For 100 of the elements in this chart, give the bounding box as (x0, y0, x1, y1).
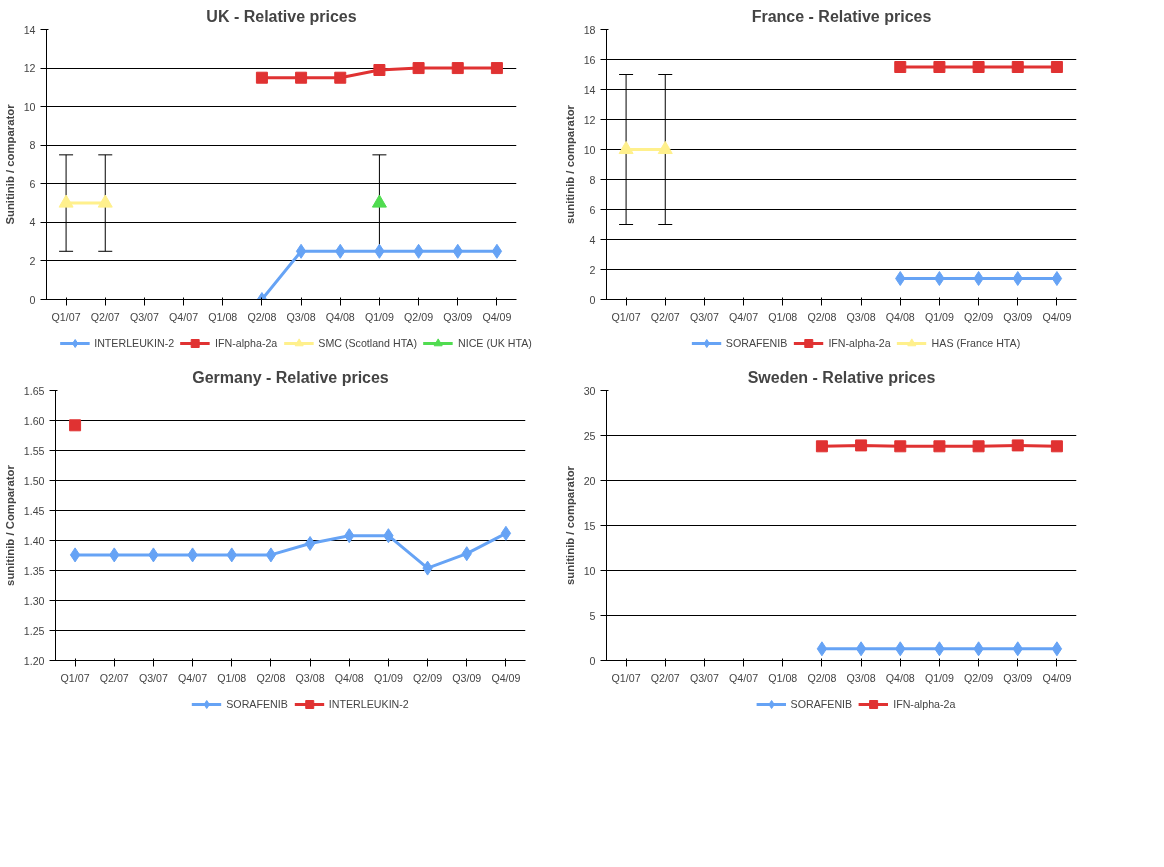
x-tick-label: Q4/07 (729, 310, 759, 323)
x-tick-label: Q3/08 (846, 671, 876, 684)
legend-label: SORAFENIB (725, 337, 788, 349)
point (265, 547, 277, 563)
y-tick-label: 6 (29, 177, 36, 190)
point (815, 440, 828, 453)
y-tick-label: 8 (589, 173, 596, 186)
point (490, 62, 503, 75)
x-tick-label: Q2/07 (99, 671, 129, 684)
x-tick-label: Q2/09 (404, 310, 434, 323)
x-tick-label: Q2/09 (964, 671, 994, 684)
point (972, 440, 985, 453)
x-tick-label: Q1/07 (60, 671, 90, 684)
y-tick-label: 15 (583, 519, 596, 532)
x-tick-label: Q3/08 (846, 310, 876, 323)
x-tick-label: Q3/07 (689, 671, 719, 684)
y-tick-label: 20 (583, 474, 596, 487)
x-tick-label: Q3/09 (452, 671, 482, 684)
y-tick-label: 14 (23, 23, 36, 36)
point (933, 440, 946, 453)
x-tick-label: Q2/08 (256, 671, 286, 684)
point (934, 271, 945, 286)
x-tick-label: Q4/09 (1042, 671, 1072, 684)
chart-title: Germany - Relative prices (192, 368, 389, 386)
x-tick-label: Q3/09 (1003, 310, 1033, 323)
y-axis-title: sunitinib / comparator (563, 104, 576, 224)
point (491, 243, 503, 259)
legend-label: IFN-alpha-2a (893, 698, 956, 710)
chart-title: France - Relative prices (751, 7, 932, 25)
y-tick-label: 10 (23, 100, 36, 113)
legend-label: NICE (UK HTA) (458, 337, 532, 349)
y-tick-label: 14 (583, 83, 596, 96)
point (295, 71, 308, 84)
legend-label: SORAFENIB (226, 698, 288, 710)
x-tick-label: Q4/08 (885, 671, 915, 684)
point (304, 536, 316, 551)
legend-label: INTERLEUKIN-2 (94, 337, 175, 349)
x-tick-label: Q2/09 (964, 310, 994, 323)
x-tick-label: Q3/07 (689, 310, 719, 323)
y-tick-label: 4 (589, 233, 596, 246)
point (1011, 61, 1024, 73)
x-tick-label: Q3/07 (138, 671, 168, 684)
x-tick-label: Q1/07 (51, 310, 81, 323)
x-tick-label: Q2/07 (650, 310, 680, 323)
point (371, 194, 387, 208)
legend-label: IFN-alpha-2a (828, 337, 891, 349)
y-tick-label: 1.60 (23, 414, 45, 427)
x-tick-label: Q2/08 (807, 310, 837, 323)
x-tick-label: Q4/09 (482, 310, 512, 323)
y-tick-label: 12 (23, 62, 36, 75)
legend-label: INTERLEUKIN-2 (328, 698, 409, 710)
y-tick-label: 1.40 (23, 534, 45, 547)
x-tick-label: Q1/07 (611, 310, 641, 323)
y-tick-label: 1.20 (23, 654, 45, 667)
y-tick-label: 12 (583, 113, 596, 126)
y-tick-label: 1.45 (23, 504, 45, 517)
point (855, 641, 867, 657)
y-tick-label: 0 (29, 293, 36, 306)
x-tick-label: Q1/08 (208, 310, 238, 323)
legend-label: SORAFENIB (790, 698, 853, 710)
legend-label: IFN-alpha-2a (215, 337, 278, 349)
y-tick-label: 4 (29, 216, 36, 229)
x-tick-label: Q1/09 (924, 671, 954, 684)
point (334, 71, 347, 84)
point (973, 271, 984, 286)
y-tick-label: 8 (29, 139, 36, 152)
y-tick-label: 0 (589, 654, 596, 667)
y-tick-label: 1.25 (23, 624, 45, 637)
point (373, 64, 386, 76)
y-tick-label: 1.50 (23, 474, 45, 487)
x-tick-label: Q3/09 (1003, 671, 1033, 684)
point (1051, 271, 1063, 286)
x-tick-label: Q1/09 (364, 310, 394, 323)
y-tick-label: 10 (583, 564, 596, 577)
x-tick-label: Q1/08 (768, 671, 798, 684)
point (1012, 271, 1023, 286)
y-tick-label: 1.55 (23, 444, 45, 457)
x-tick-label: Q4/08 (325, 310, 355, 323)
x-tick-label: Q2/07 (650, 671, 680, 684)
x-tick-label: Q1/08 (217, 671, 247, 684)
point (855, 439, 868, 452)
x-tick-label: Q1/08 (768, 310, 798, 323)
legend-label: HAS (France HTA) (931, 337, 1021, 349)
x-tick-label: Q1/09 (924, 310, 954, 323)
y-tick-label: 1.35 (23, 564, 45, 577)
legend-label: SMC (Scotland HTA) (318, 337, 418, 349)
point (1050, 440, 1063, 453)
y-axis-title: sunitinib / Comparator (3, 464, 16, 586)
x-tick-label: Q2/08 (247, 310, 277, 323)
x-tick-label: Q4/09 (491, 671, 521, 684)
y-tick-label: 18 (583, 23, 596, 36)
y-axis-title: sunitinib / comparator (563, 465, 576, 585)
y-tick-label: 1.65 (23, 384, 45, 397)
x-tick-label: Q2/07 (90, 310, 120, 323)
point (1051, 641, 1063, 657)
x-tick-label: Q3/09 (443, 310, 473, 323)
x-tick-label: Q4/09 (1042, 310, 1072, 323)
x-tick-label: Q2/08 (807, 671, 837, 684)
point (816, 641, 828, 657)
y-tick-label: 2 (589, 263, 596, 276)
